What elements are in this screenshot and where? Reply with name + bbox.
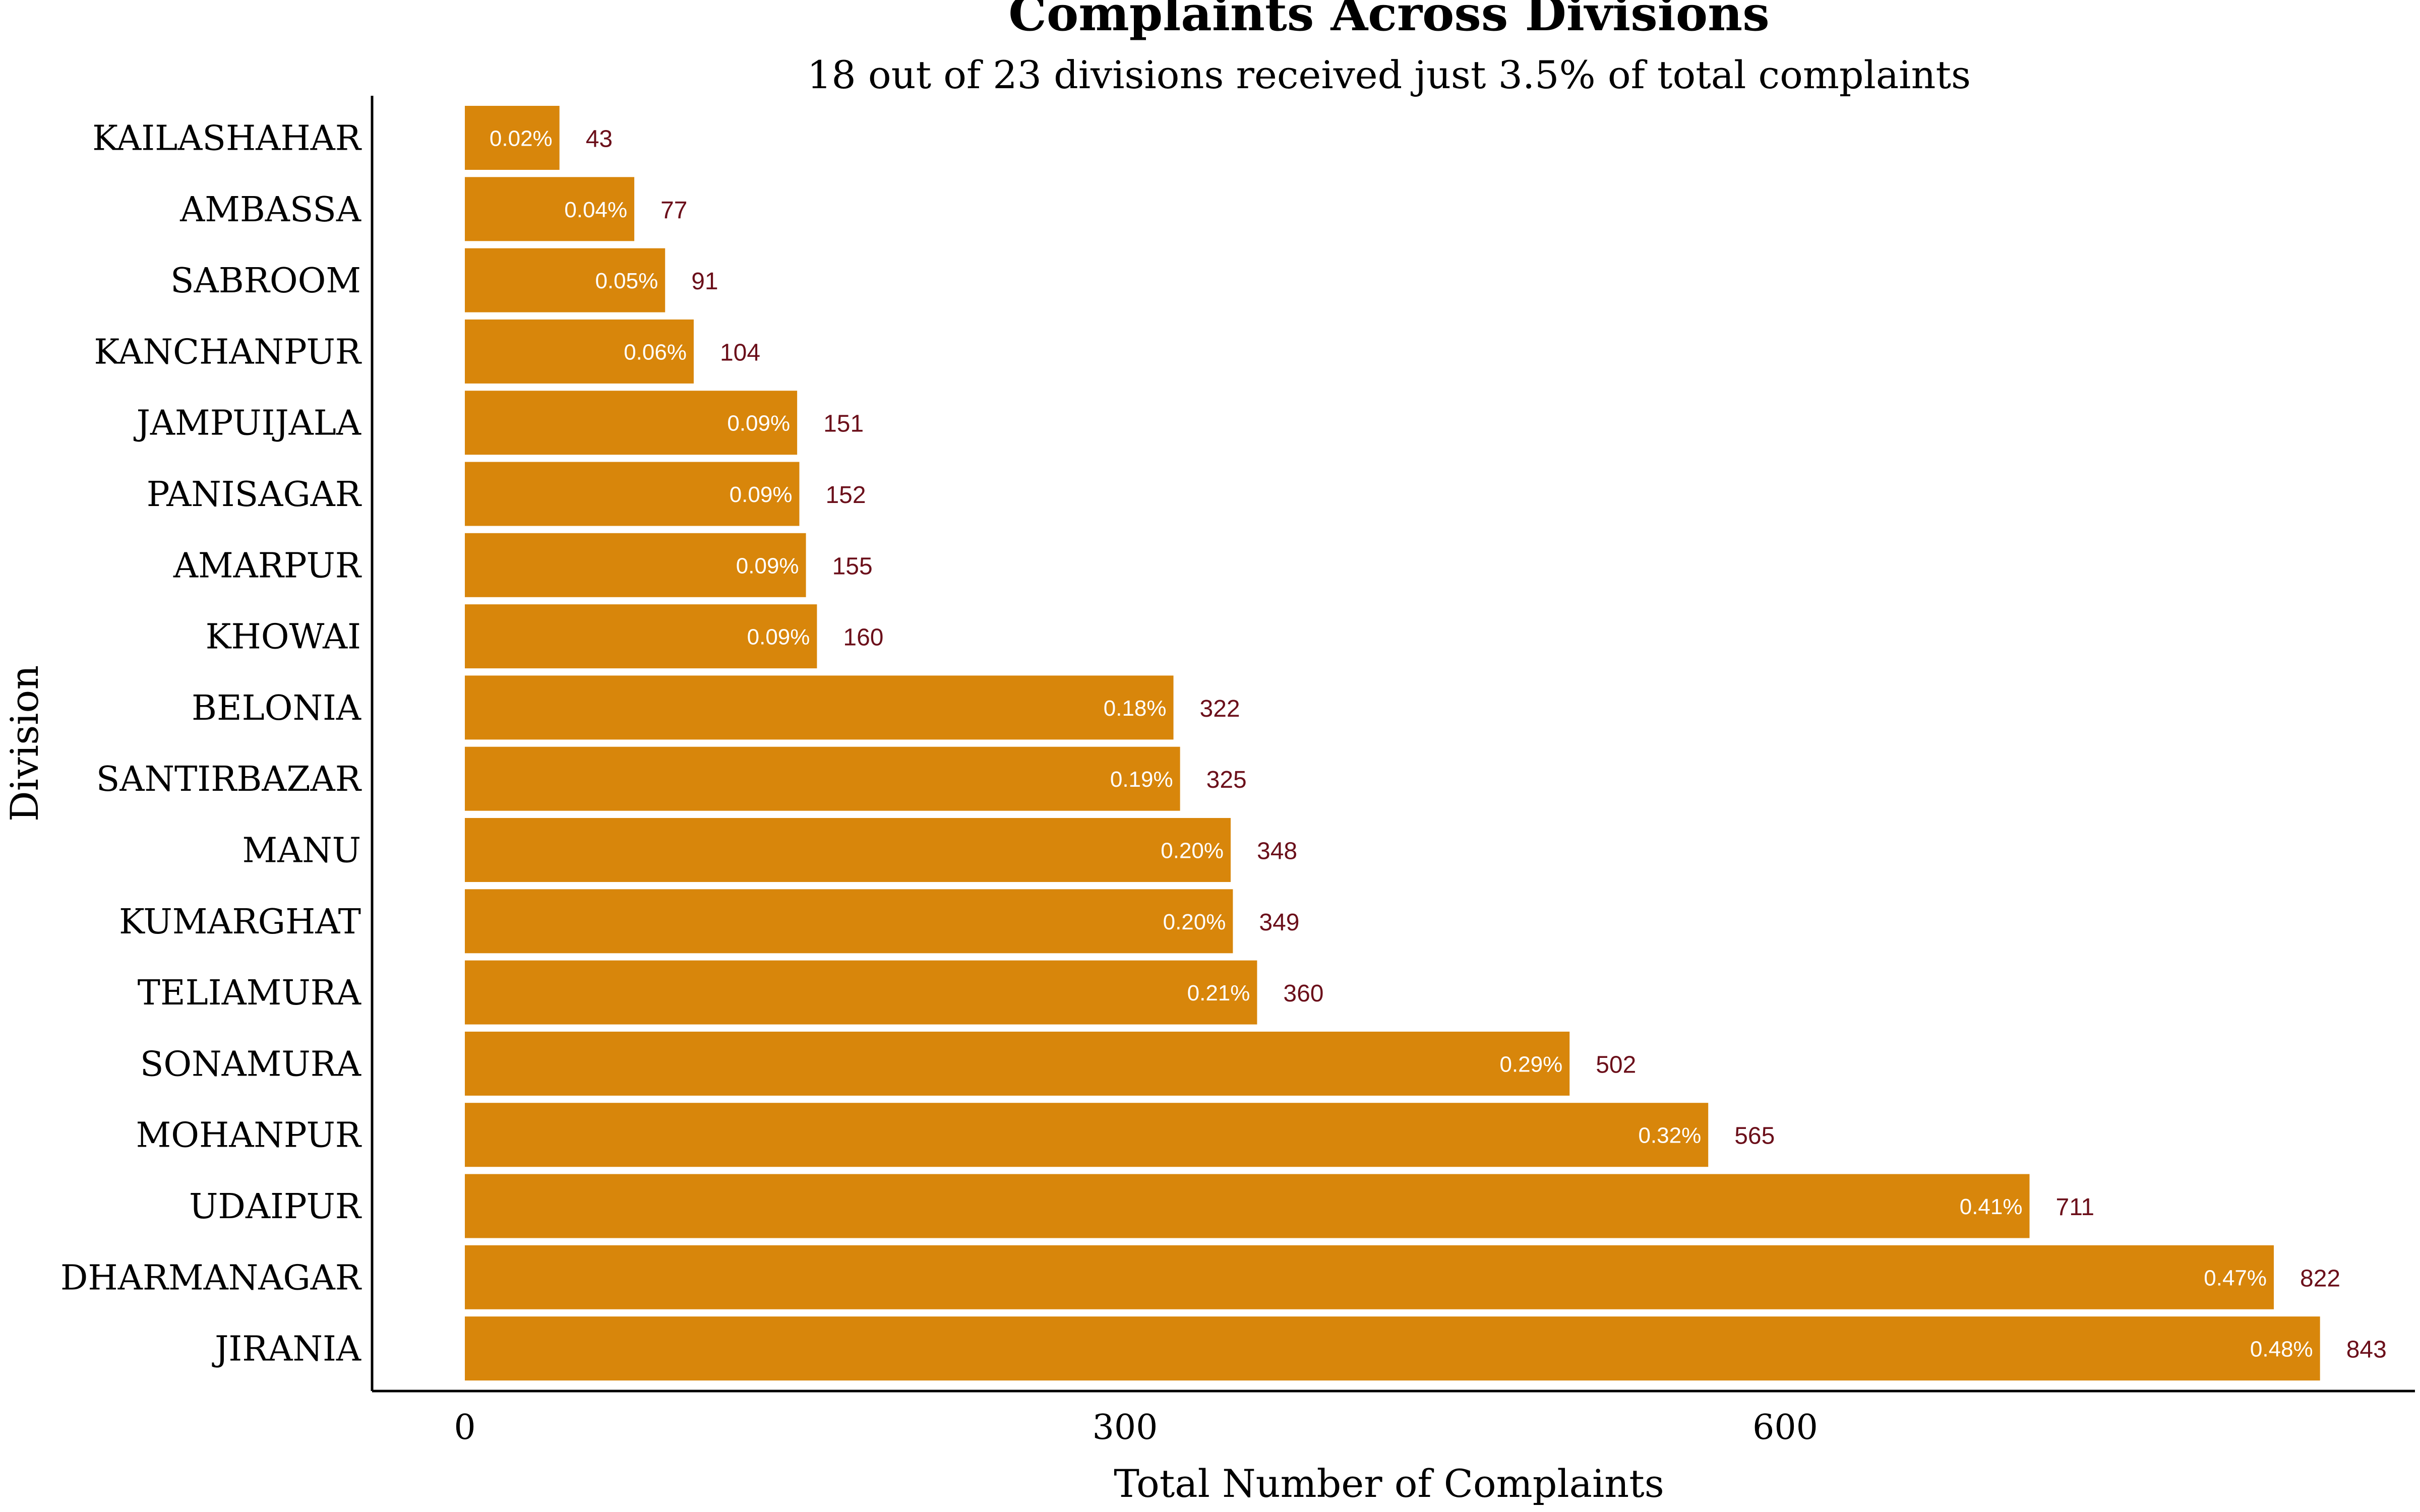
value-label: 155 (832, 553, 873, 580)
bar (465, 1103, 1709, 1167)
percent-label: 0.20% (1163, 910, 1226, 934)
percent-label: 0.09% (727, 411, 790, 436)
bar (465, 889, 1233, 954)
category-label: JIRANIA (212, 1330, 361, 1369)
category-label: SANTIRBAZAR (96, 760, 362, 799)
percent-label: 0.09% (730, 482, 793, 507)
x-tick-label: 300 (1093, 1408, 1158, 1447)
bar (465, 675, 1174, 740)
bar (465, 533, 806, 597)
value-label: 565 (1734, 1123, 1775, 1150)
value-label: 43 (586, 126, 613, 153)
value-label: 160 (843, 624, 883, 651)
x-tick-label: 0 (454, 1408, 475, 1447)
percent-label: 0.20% (1161, 839, 1224, 863)
value-label: 348 (1257, 838, 1297, 865)
value-label: 77 (660, 197, 687, 224)
bar (465, 1245, 2274, 1309)
category-label: KUMARGHAT (119, 902, 361, 942)
y-axis-title: Division (2, 665, 47, 822)
percent-label: 0.41% (1960, 1194, 2023, 1219)
value-label: 104 (720, 339, 760, 366)
value-label: 360 (1283, 980, 1323, 1007)
plot-area: KAILASHAHAR 0.02% 43 AMBASSA 0.04% 77 SABROOM 0… (60, 96, 2415, 1447)
bar (465, 391, 798, 455)
percent-label: 0.09% (747, 625, 810, 650)
percent-label: 0.02% (490, 127, 553, 151)
value-label: 822 (2300, 1265, 2340, 1292)
bar (465, 818, 1231, 882)
percent-label: 0.21% (1187, 981, 1250, 1005)
category-label: SONAMURA (140, 1044, 361, 1084)
category-label: AMARPUR (173, 546, 362, 586)
category-label: SABROOM (170, 261, 361, 301)
bar (465, 1174, 2030, 1238)
percent-label: 0.19% (1110, 767, 1173, 792)
percent-label: 0.09% (736, 553, 799, 578)
category-label: UDAIPUR (189, 1187, 362, 1227)
percent-label: 0.29% (1499, 1052, 1562, 1077)
percent-label: 0.18% (1104, 696, 1167, 721)
percent-label: 0.04% (564, 198, 627, 222)
value-label: 91 (691, 268, 718, 295)
category-label: JAMPUIJALA (134, 404, 361, 444)
category-label: KAILASHAHAR (92, 119, 362, 159)
bar (465, 746, 1180, 811)
category-label: KANCHANPUR (94, 332, 361, 372)
value-label: 152 (825, 482, 866, 509)
x-axis-title: Total Number of Complaints (1114, 1461, 1664, 1506)
category-label: MOHANPUR (136, 1116, 362, 1156)
bar (465, 106, 560, 170)
bar (465, 604, 817, 669)
percent-label: 0.32% (1638, 1123, 1701, 1148)
category-label: AMBASSA (179, 190, 361, 230)
value-label: 349 (1259, 909, 1299, 936)
value-label: 325 (1206, 767, 1247, 793)
bar (465, 1316, 2320, 1381)
percent-label: 0.47% (2204, 1266, 2267, 1290)
bar (465, 248, 666, 312)
value-label: 502 (1596, 1051, 1636, 1078)
category-label: TELIAMURA (138, 973, 361, 1013)
bar (465, 177, 635, 241)
value-label: 322 (1200, 696, 1240, 722)
x-tick-label: 600 (1752, 1408, 1818, 1447)
value-label: 711 (2056, 1194, 2095, 1221)
chart-title: Complaints Across Divisions (1008, 0, 1769, 42)
bar (465, 462, 800, 526)
value-label: 843 (2346, 1337, 2387, 1363)
category-label: MANU (242, 831, 361, 871)
category-label: BELONIA (192, 688, 361, 728)
percent-label: 0.05% (595, 269, 658, 293)
chart-subtitle: 18 out of 23 divisions received just 3.5… (807, 52, 1971, 97)
category-label: DHARMANAGAR (60, 1258, 362, 1298)
percent-label: 0.48% (2250, 1337, 2313, 1362)
percent-label: 0.06% (624, 340, 687, 364)
value-label: 151 (823, 411, 864, 437)
bar (465, 1031, 1570, 1096)
bar (465, 319, 694, 384)
category-label: KHOWAI (206, 617, 361, 657)
bar (465, 960, 1257, 1025)
category-label: PANISAGAR (147, 475, 362, 515)
